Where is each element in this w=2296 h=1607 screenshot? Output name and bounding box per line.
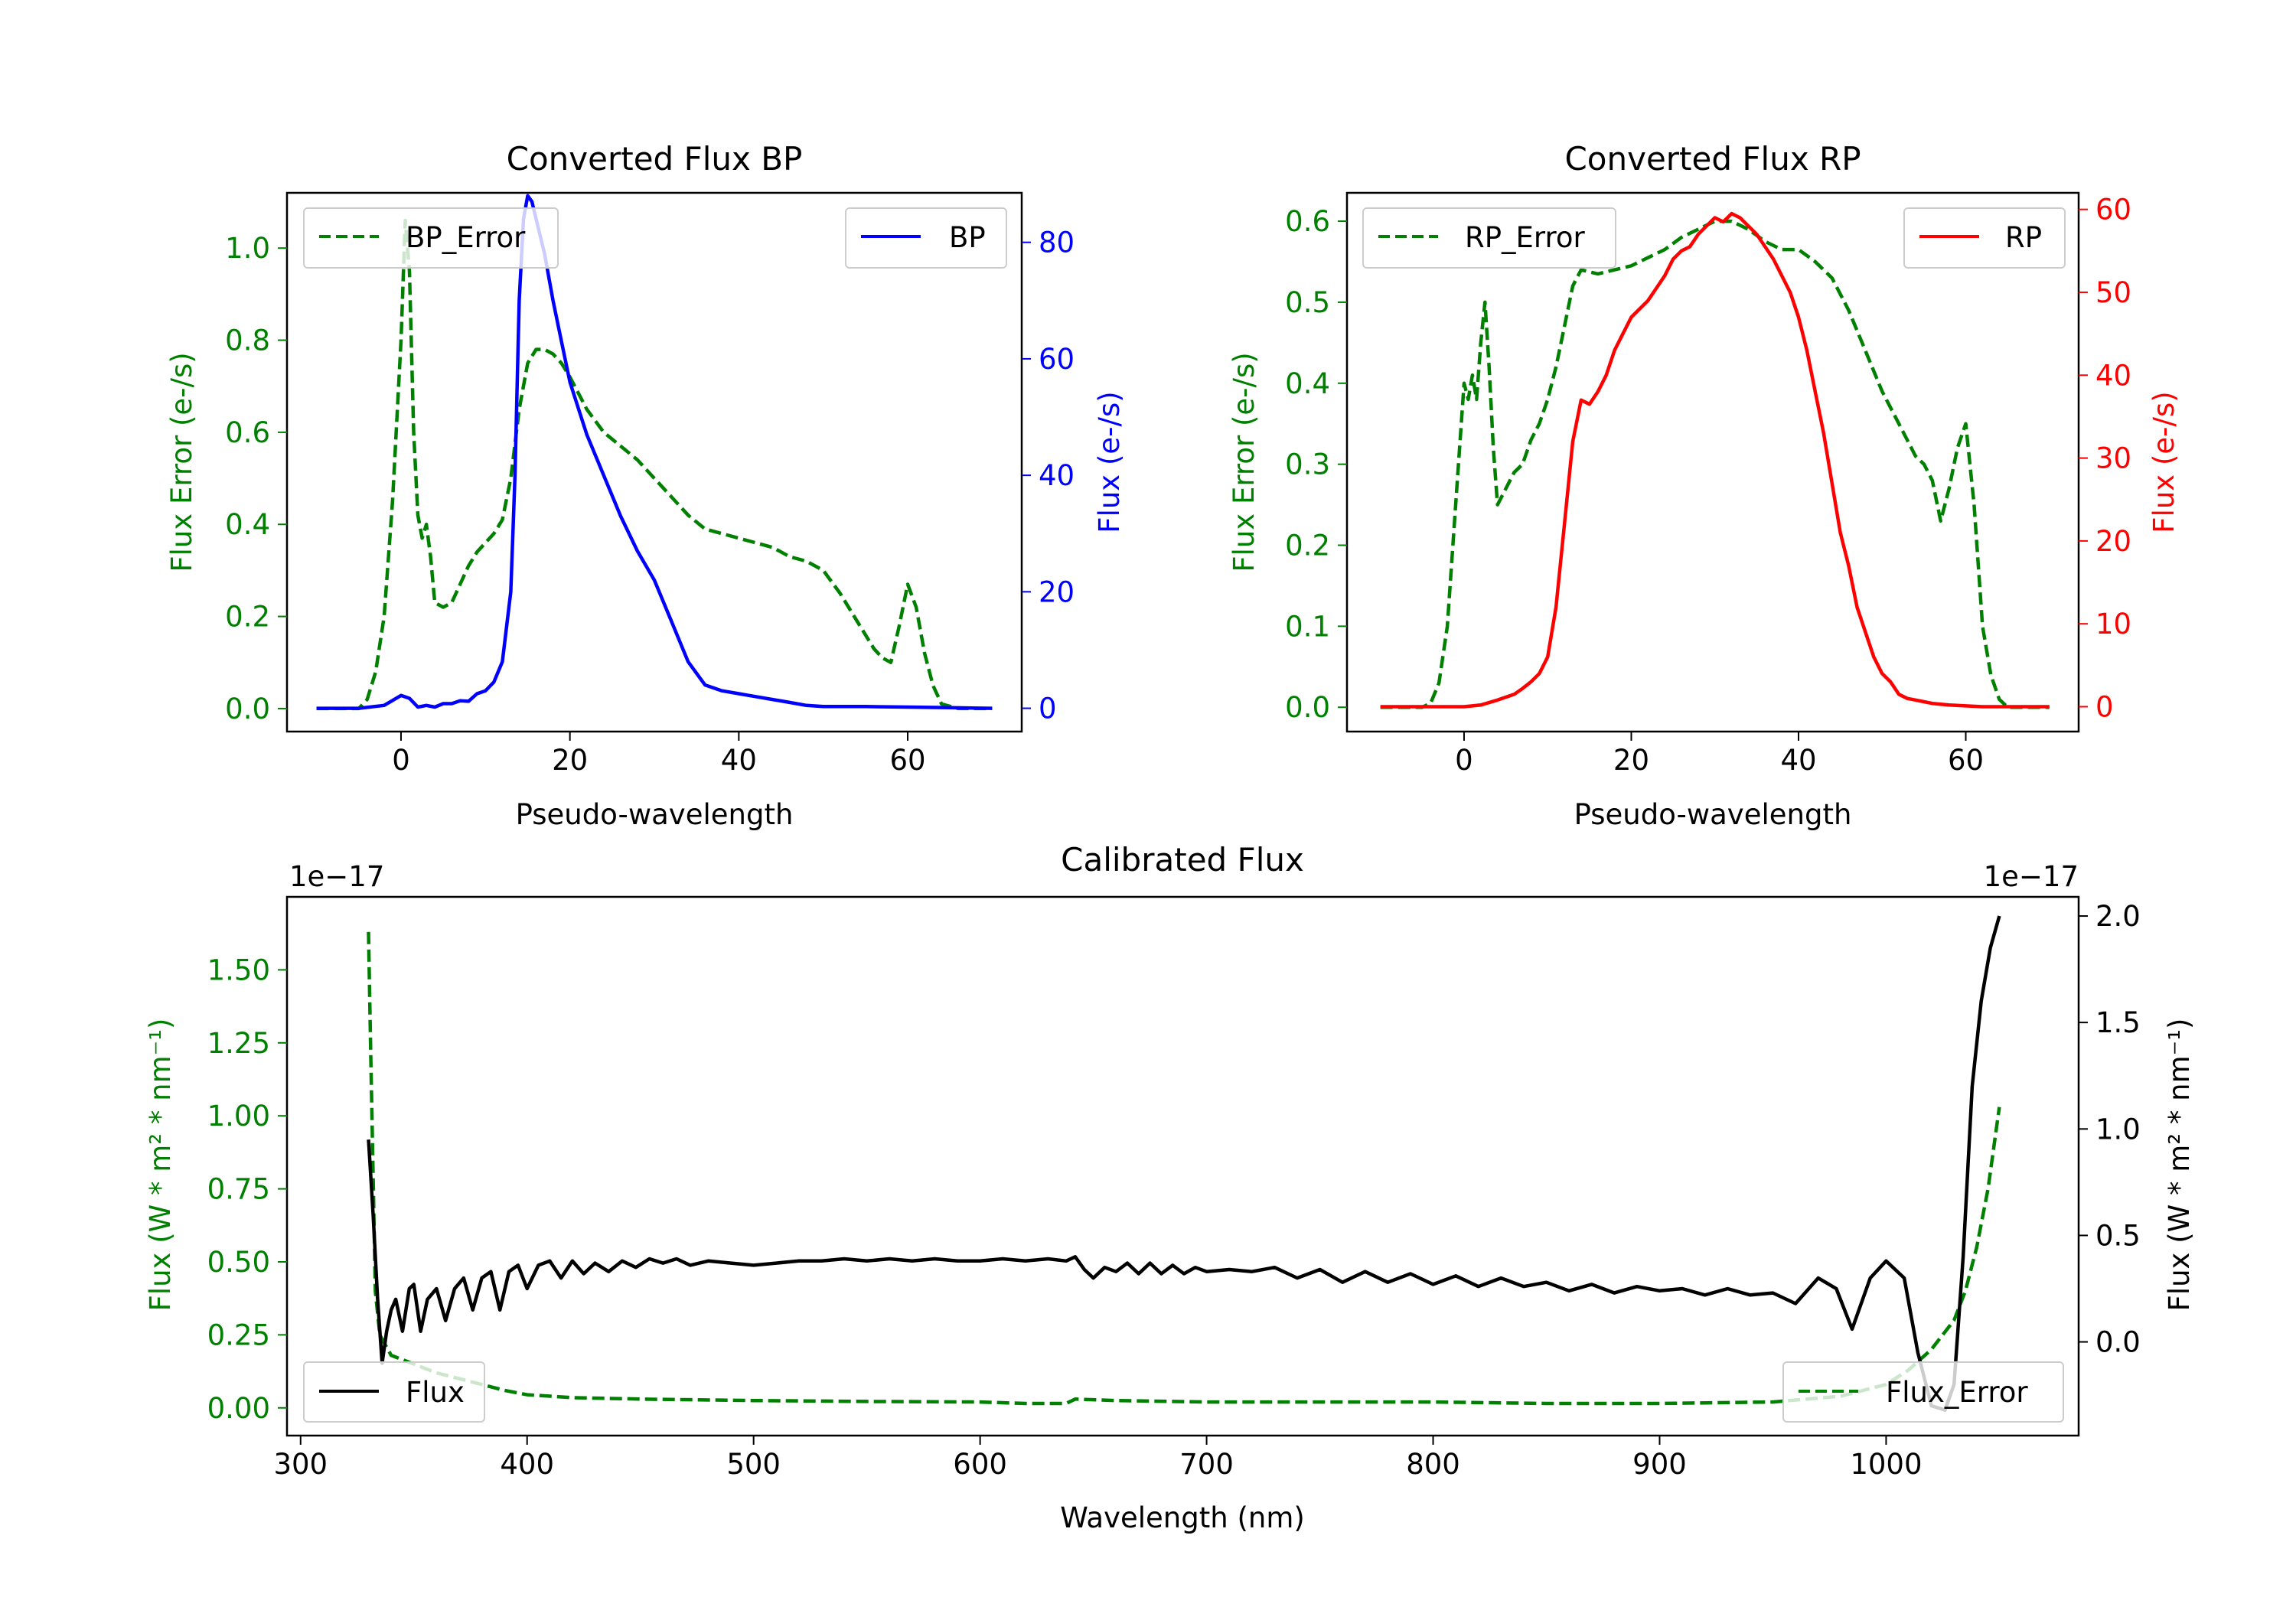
rp-ytick-left-label: 0.5 xyxy=(1285,286,1330,319)
cal-ytick-left-label: 0.25 xyxy=(207,1319,270,1351)
rp-ytick-left-label: 0.2 xyxy=(1285,530,1330,562)
chart-rp-legend-left-label: RP_Error xyxy=(1465,221,1585,254)
rp-ytick-left-label: 0.6 xyxy=(1285,205,1330,238)
cal-xtick-label: 300 xyxy=(273,1448,328,1481)
chart-rp-legend-right-label: RP xyxy=(2005,221,2042,254)
bp-series-bp-error xyxy=(316,218,993,711)
cal-xtick-label: 700 xyxy=(1179,1448,1234,1481)
cal-xtick-label: 600 xyxy=(953,1448,1007,1481)
rp-ytick-left-label: 0.1 xyxy=(1285,610,1330,643)
chart-cal-legend-left-label: Flux xyxy=(406,1376,465,1409)
chart-rp-xlabel: Pseudo-wavelength xyxy=(1574,798,1852,831)
cal-xtick-label: 800 xyxy=(1406,1448,1460,1481)
chart-bp-legend-left: BP_Error xyxy=(303,207,559,269)
bp-ytick-right-label: 40 xyxy=(1039,459,1075,492)
cal-xtick-label: 400 xyxy=(500,1448,554,1481)
rp-ytick-right-label: 40 xyxy=(2095,359,2131,392)
bp-ytick-left-label: 0.4 xyxy=(225,508,270,541)
rp-xtick-label: 20 xyxy=(1613,744,1649,777)
cal-series-flux xyxy=(367,915,2001,1412)
cal-xtick-label: 900 xyxy=(1632,1448,1687,1481)
chart-bp-legend-left-label: BP_Error xyxy=(406,221,526,254)
rp-ytick-left-label: 0.3 xyxy=(1285,448,1330,481)
bp-ytick-left-label: 0.2 xyxy=(225,601,270,634)
chart-bp-legend-right-label: BP xyxy=(949,221,986,254)
chart-cal-plot-frame xyxy=(285,895,2080,1437)
bp-ytick-left-label: 0.6 xyxy=(225,416,270,449)
chart-cal-ylabel-left: Flux (W * m² * nm⁻¹) xyxy=(144,1019,177,1312)
rp-ytick-left-label: 0.4 xyxy=(1285,367,1330,400)
chart-bp-ylabel-right: Flux (e-/s) xyxy=(1093,391,1126,533)
bp-xtick-label: 40 xyxy=(721,744,757,777)
cal-ytick-left-label: 0.75 xyxy=(207,1173,270,1206)
chart-cal-offset-right: 1e−17 xyxy=(1984,860,2079,893)
rp-ytick-right-label: 60 xyxy=(2095,194,2131,227)
cal-ytick-left-label: 1.00 xyxy=(207,1100,270,1133)
chart-bp-title: Converted Flux BP xyxy=(507,140,803,178)
bp-xtick-label: 0 xyxy=(392,744,410,777)
chart-rp-ylabel-right: Flux (e-/s) xyxy=(2148,391,2180,533)
chart-cal-xlabel: Wavelength (nm) xyxy=(1060,1501,1305,1534)
chart-rp-title: Converted Flux RP xyxy=(1564,140,1861,178)
chart-cal-ylabel-right: Flux (W * m² * nm⁻¹) xyxy=(2163,1019,2196,1312)
chart-rp-legend-right: RP xyxy=(1903,207,2066,269)
bp-ytick-left-label: 0.8 xyxy=(225,324,270,357)
rp-ytick-right-label: 30 xyxy=(2095,442,2131,475)
cal-ytick-right-label: 0.5 xyxy=(2095,1219,2141,1252)
rp-xtick-label: 40 xyxy=(1780,744,1816,777)
bp-ytick-left-label: 0.0 xyxy=(225,693,270,725)
bp-xtick-label: 20 xyxy=(552,744,588,777)
rp-series-rp-error xyxy=(1380,219,2050,709)
chart-bp-legend-right: BP xyxy=(845,207,1007,269)
bp-ytick-right-label: 80 xyxy=(1039,227,1075,259)
chart-cal-legend-right: Flux_Error xyxy=(1782,1361,2064,1423)
chart-rp-legend-left: RP_Error xyxy=(1362,207,1616,269)
bp-xtick-label: 60 xyxy=(889,744,925,777)
cal-ytick-left-label: 0.00 xyxy=(207,1392,270,1425)
chart-bp: Converted Flux BP 0 20 40 60 0.0 0.2 0.4 0.6 0.8… xyxy=(165,140,1126,831)
bp-ytick-right-label: 60 xyxy=(1039,343,1075,376)
chart-rp-plot-frame xyxy=(1345,191,2080,733)
cal-ytick-right-label: 1.5 xyxy=(2095,1006,2141,1039)
chart-cal: Calibrated Flux 1e−17 1e−17 300 400 500 600… xyxy=(144,841,2196,1534)
cal-ytick-right-label: 0.0 xyxy=(2095,1326,2141,1359)
rp-ytick-right-label: 0 xyxy=(2095,691,2114,724)
rp-xtick-label: 0 xyxy=(1455,744,1473,777)
cal-xtick-label: 500 xyxy=(726,1448,781,1481)
rp-series-rp xyxy=(1380,211,2050,709)
chart-rp-ylabel-left: Flux Error (e-/s) xyxy=(1228,352,1261,572)
bp-ytick-right-label: 20 xyxy=(1039,575,1075,608)
bp-ytick-left-label: 1.0 xyxy=(225,232,270,265)
cal-ytick-right-label: 1.0 xyxy=(2095,1113,2141,1146)
rp-ytick-right-label: 50 xyxy=(2095,276,2131,309)
chart-rp: Converted Flux RP 0 20 40 60 0.0 0.1 0.2 0.3 0.4… xyxy=(1228,140,2180,831)
chart-bp-ylabel-left: Flux Error (e-/s) xyxy=(165,352,198,572)
chart-cal-title: Calibrated Flux xyxy=(1061,841,1304,878)
rp-xtick-label: 60 xyxy=(1948,744,1984,777)
rp-ytick-left-label: 0.0 xyxy=(1285,691,1330,724)
bp-ytick-right-label: 0 xyxy=(1039,693,1057,725)
cal-ytick-left-label: 0.50 xyxy=(207,1246,270,1279)
cal-ytick-left-label: 1.25 xyxy=(207,1027,270,1060)
chart-bp-xlabel: Pseudo-wavelength xyxy=(516,798,794,831)
rp-ytick-right-label: 10 xyxy=(2095,608,2131,641)
chart-cal-legend-left: Flux xyxy=(303,1361,485,1423)
chart-cal-offset-left: 1e−17 xyxy=(289,860,384,893)
cal-ytick-left-label: 1.50 xyxy=(207,953,270,986)
chart-bp-plot-frame xyxy=(285,191,1023,733)
chart-cal-legend-right-label: Flux_Error xyxy=(1886,1376,2028,1409)
cal-ytick-right-label: 2.0 xyxy=(2095,900,2141,933)
rp-ytick-right-label: 20 xyxy=(2095,525,2131,558)
cal-xtick-label: 1000 xyxy=(1850,1448,1922,1481)
